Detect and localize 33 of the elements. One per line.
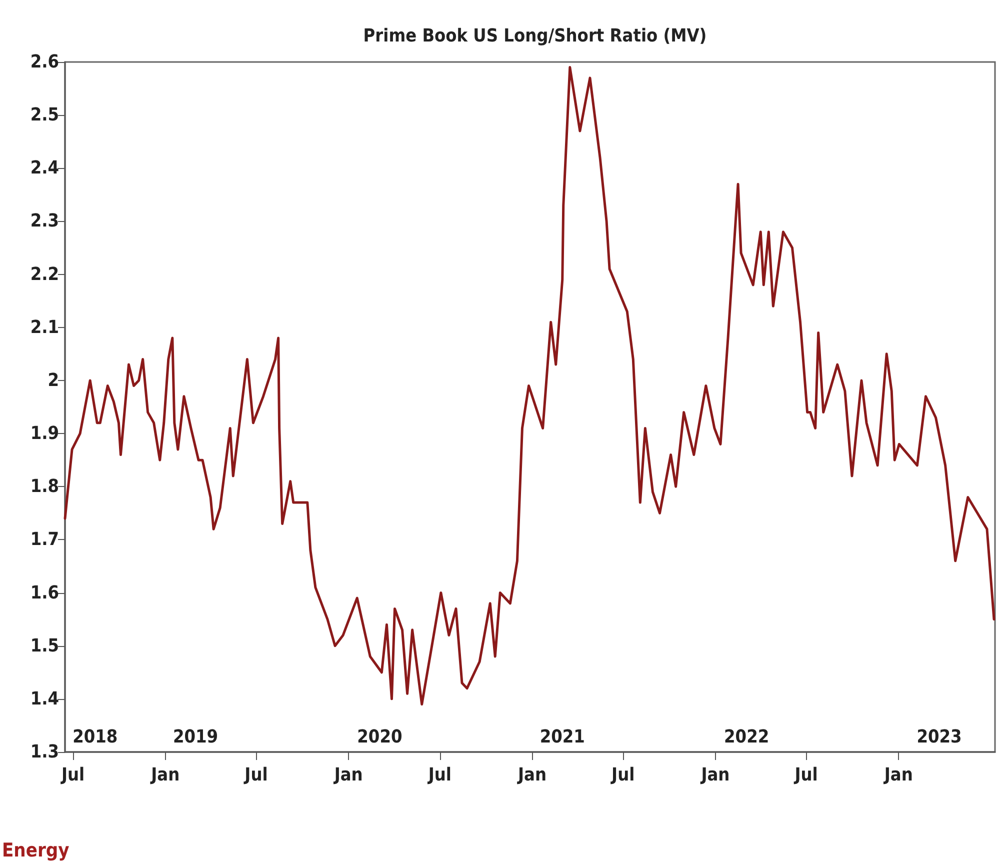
x-tick-label: Jul bbox=[427, 764, 452, 786]
y-tick-label: 2.1 bbox=[30, 316, 59, 338]
line-series bbox=[64, 66, 996, 706]
x-tick-label: Jul bbox=[244, 764, 268, 786]
y-tick-label: 2 bbox=[48, 370, 59, 391]
y-tick-label: 1.6 bbox=[30, 582, 59, 604]
y-tick-label: 2.5 bbox=[30, 104, 59, 126]
x-tick-label: Jan bbox=[517, 764, 546, 786]
x-tick-label: Jan bbox=[700, 764, 730, 786]
chart-title: Prime Book US Long/Short Ratio (MV) bbox=[363, 26, 707, 46]
x-tick-label: Jul bbox=[610, 764, 635, 786]
x2-tick-label: 2019 bbox=[172, 726, 218, 748]
text: Energy bbox=[2, 840, 70, 862]
x-tick-label: Jul bbox=[794, 764, 818, 786]
x-tick-label: Jan bbox=[883, 764, 913, 786]
y-tick-label: 1.8 bbox=[30, 476, 59, 498]
y-tick-label: 2.2 bbox=[30, 264, 59, 285]
y-tick-label: 2.3 bbox=[30, 210, 59, 232]
x2-tick-label: 2022 bbox=[724, 726, 770, 748]
y-tick-label: 2.4 bbox=[30, 158, 59, 179]
x-tick-label: Jul bbox=[60, 764, 85, 786]
y-tick-label: 1.7 bbox=[30, 529, 59, 550]
y-tick-label: 1.4 bbox=[30, 688, 59, 710]
x2-tick-label: 2021 bbox=[540, 726, 585, 748]
y-tick-label: 1.5 bbox=[30, 635, 59, 656]
y-tick-label: 1.3 bbox=[30, 742, 59, 762]
y-tick-label: 1.9 bbox=[30, 423, 59, 444]
x2-tick-label: 2020 bbox=[357, 726, 402, 748]
x-tick-label: Jan bbox=[333, 764, 363, 786]
x-tick-label: Jan bbox=[150, 764, 180, 786]
x2-tick-label: 2018 bbox=[72, 726, 118, 748]
x2-tick-label: 2023 bbox=[916, 726, 962, 748]
y-tick-label: 2.6 bbox=[30, 52, 59, 72]
